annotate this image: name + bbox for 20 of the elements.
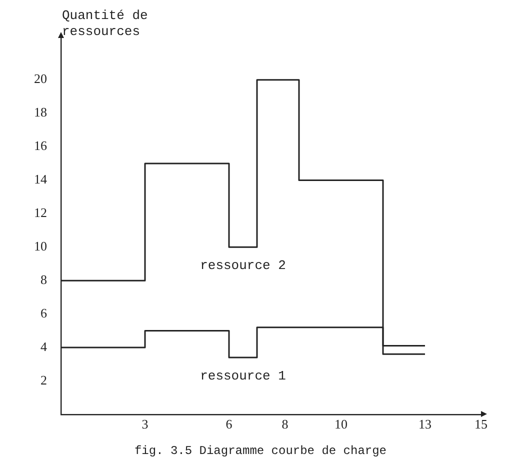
x-tick-label: 8 [282, 416, 288, 432]
x-tick-label: 10 [334, 416, 348, 432]
y-tick-label: 12 [34, 205, 47, 220]
y-tick-label: 14 [34, 172, 48, 187]
series-label: ressource 2 [200, 258, 286, 274]
y-tick-label: 16 [34, 138, 48, 154]
y-tick-label: 4 [40, 338, 48, 354]
y-tick-label: 8 [40, 272, 47, 287]
x-tick-label: 6 [226, 416, 233, 432]
series-label: ressource 1 [200, 368, 286, 384]
x-tick-label: 15 [474, 416, 488, 432]
x-tick-label: 13 [418, 416, 432, 432]
y-axis-title: Quantité de ressources [62, 8, 148, 40]
y-tick-label: 10 [34, 238, 47, 254]
y-tick-label: 6 [40, 305, 48, 320]
x-tick-label: 3 [142, 416, 148, 432]
y-tick-label: 20 [34, 71, 47, 86]
y-tick-label: 2 [40, 372, 47, 388]
caption: fig. 3.5 Diagramme courbe de charge [133, 444, 388, 458]
y-tick-label: 18 [34, 104, 47, 120]
